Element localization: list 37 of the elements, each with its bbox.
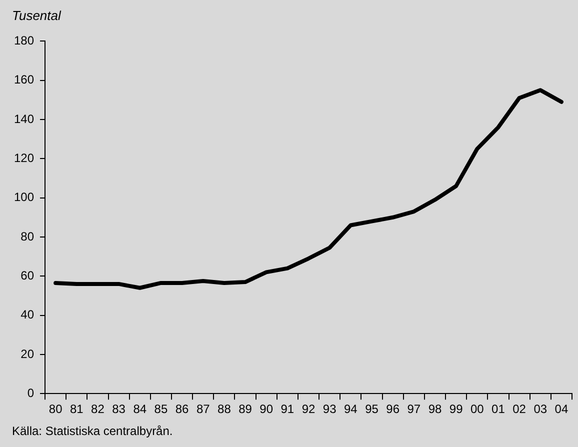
x-tick-label: 81 [70,402,84,416]
y-tick-label: 80 [20,229,34,244]
y-tick-label: 40 [20,308,34,322]
x-tick-label: 95 [365,402,379,416]
x-tick-label: 03 [534,402,548,416]
y-tick-label: 160 [14,72,34,87]
x-tick-label: 91 [280,402,294,416]
x-tick-label: 04 [554,402,568,416]
x-tick-label: 83 [112,402,126,416]
text: Källa: Statistiska centralbyrån. [12,424,173,438]
y-tick-label: 0 [27,386,34,400]
x-tick-label: 99 [449,402,464,416]
y-tick-label: 60 [20,268,34,282]
y-axis-title: Tusental [12,8,61,23]
x-tick-label: 82 [91,402,105,416]
x-tick-label: 80 [48,402,63,416]
x-tick-label: 84 [133,402,147,416]
x-tick-label: 93 [322,402,337,416]
x-tick-label: 85 [154,402,168,416]
x-tick-label: 02 [512,402,526,416]
x-tick-label: 00 [470,402,484,416]
x-tick-label: 01 [492,402,506,416]
x-tick-label: 87 [196,402,210,416]
x-tick-label: 86 [175,402,190,416]
x-tick-label: 89 [238,402,252,416]
x-tick-label: 90 [260,402,274,416]
y-tick-label: 120 [14,150,34,165]
y-tick-label: 140 [14,112,34,126]
x-tick-label: 88 [218,402,232,416]
y-tick-label: 100 [14,190,34,204]
x-tick-label: 97 [407,402,421,416]
x-tick-label: 98 [428,402,442,416]
x-tick-label: 92 [302,402,316,416]
y-tick-label: 180 [14,34,34,48]
y-tick-label: 20 [20,346,34,361]
x-tick-label: 96 [386,402,400,416]
x-tick-label: 94 [344,402,358,416]
